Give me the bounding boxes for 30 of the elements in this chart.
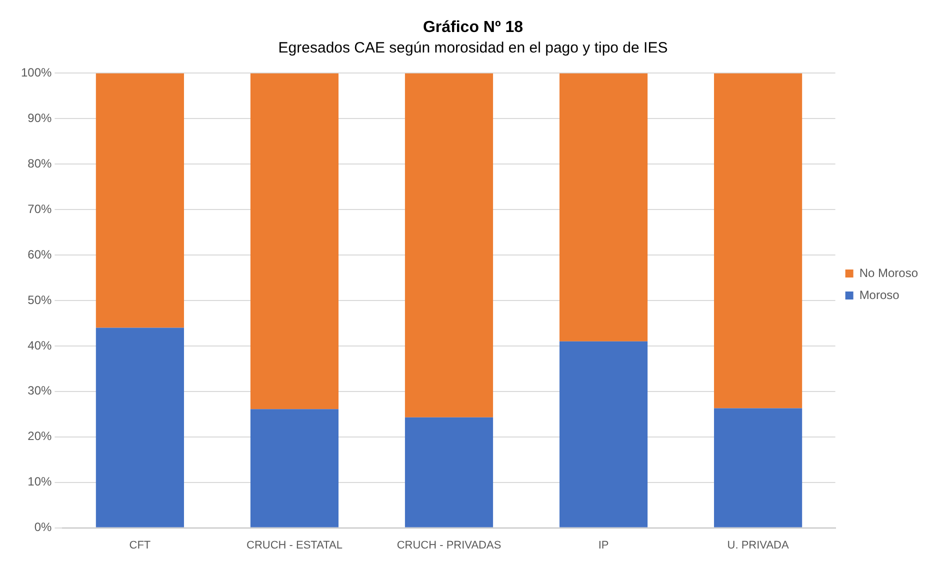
y-tick-label: 90% [28,110,52,125]
bar [96,328,184,528]
y-tick-label: 10% [28,474,52,489]
y-tick-label: 20% [28,429,52,444]
bar [559,341,648,528]
y-tick-label: 60% [28,247,52,262]
y-tick-label: 40% [28,338,52,352]
bar [714,73,802,408]
x-tick-label: CRUCH - ESTATAL [246,539,342,552]
x-tick-label: CRUCH - PRIVADAS [396,539,502,552]
chart-subtitle: Egresados CAE según morosidad en el pago y tipo de IES [278,39,668,56]
legend-label: No Moroso [859,266,918,280]
bar [404,73,494,418]
bar [96,73,184,328]
x-tick-label: CFT [129,539,151,552]
bar [404,417,494,528]
chart-title: Gráfico Nº 18 [422,19,524,36]
y-tick-label: 50% [28,292,52,307]
legend-label: Moroso [859,288,900,302]
bar [559,73,648,342]
bar [250,73,339,410]
x-tick-label: U. PRIVADA [727,539,790,552]
y-tick-label: 0% [34,520,52,534]
y-tick-label: 100% [20,66,52,80]
y-tick-label: 80% [28,156,52,170]
y-tick-label: 30% [28,384,52,398]
bar [714,408,802,528]
bar [250,409,339,528]
x-tick-label: IP [598,539,609,552]
y-tick-label: 70% [28,202,52,216]
